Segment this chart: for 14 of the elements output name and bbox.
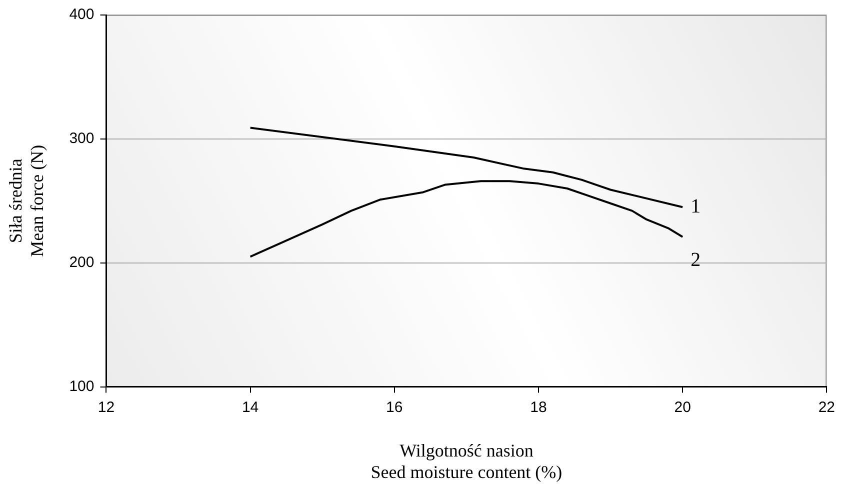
y-tick-label: 400 (69, 6, 94, 24)
y-tick-label: 100 (69, 378, 94, 395)
x-tick-label: 12 (98, 398, 115, 416)
x-tick-label: 18 (530, 398, 547, 416)
y-tick-label: 300 (69, 130, 94, 148)
series-label: 2 (690, 249, 701, 272)
x-axis-title: Wilgotność nasion Seed moisture content (%) (370, 440, 562, 482)
series-label: 1 (690, 195, 701, 218)
x-tick-label: 16 (386, 398, 403, 416)
x-tick-label: 14 (242, 398, 259, 416)
y-tick-label: 200 (69, 254, 94, 272)
x-tick-label: 20 (674, 398, 691, 416)
x-tick-label: 22 (818, 398, 835, 416)
y-axis-title: Siła średnia Mean force (N) (6, 144, 48, 257)
